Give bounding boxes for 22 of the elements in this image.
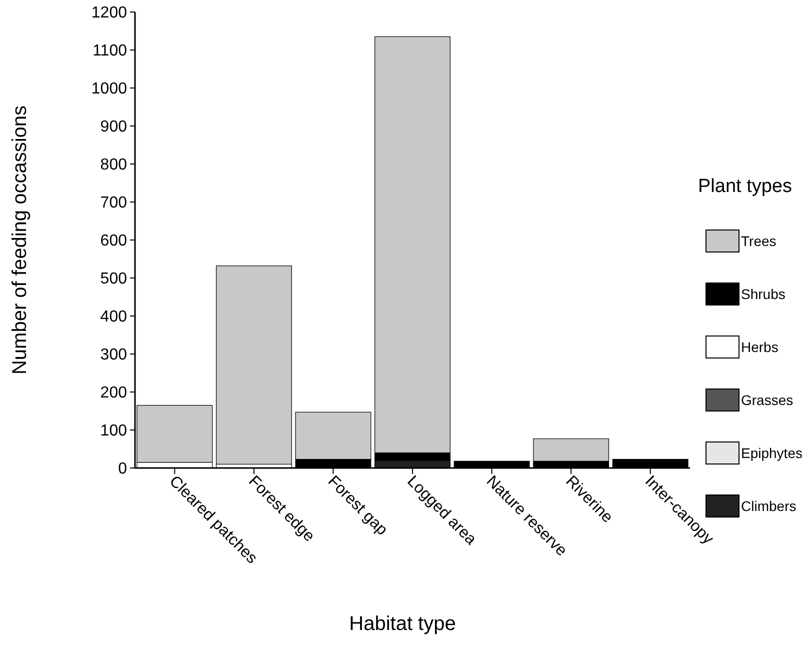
y-tick-label: 200 — [100, 384, 128, 402]
y-tick-label: 700 — [100, 194, 128, 212]
y-tick-label: 1100 — [92, 42, 128, 60]
y-tick-label: 1200 — [91, 4, 128, 22]
y-tick-label: 400 — [100, 308, 128, 326]
legend-label: Herbs — [741, 338, 778, 355]
y-tick-label: 800 — [100, 156, 128, 174]
x-axis-title: Habitat type — [349, 613, 456, 635]
legend-title: Plant types — [698, 176, 792, 197]
legend-label: Trees — [741, 232, 776, 249]
y-tick-label: 300 — [100, 346, 128, 364]
legend-label: Grasses — [741, 392, 794, 408]
y-tick-label: 0 — [118, 460, 128, 478]
y-tick-label: 1000 — [91, 80, 128, 98]
y-tick-label: 500 — [100, 270, 128, 288]
y-tick-label: 600 — [100, 232, 128, 250]
legend-label: Shrubs — [741, 286, 786, 302]
y-tick-label: 100 — [100, 422, 128, 440]
y-tick-label: 900 — [100, 118, 128, 136]
y-axis-title: Number of feeding occassions — [9, 105, 31, 375]
legend-label: Epiphytes — [741, 444, 802, 461]
legend-label: Climbers — [741, 498, 796, 514]
